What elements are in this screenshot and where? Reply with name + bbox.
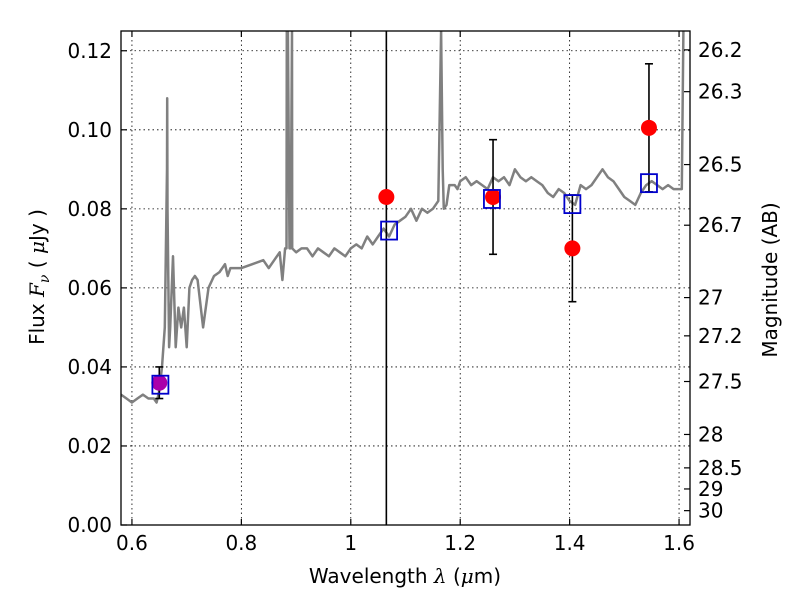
mag-tick-label: 27 <box>698 286 723 310</box>
x-axis-title: Wavelength λ (μm) <box>309 564 501 588</box>
y-tick-label: 0.00 <box>67 513 112 537</box>
model-band-squares <box>151 173 658 395</box>
model-spectrum-line <box>121 31 685 404</box>
observed-point <box>485 188 502 205</box>
axis-ticks <box>121 31 690 526</box>
mag-tick-label: 27.2 <box>698 324 743 348</box>
mag-tick-label: 28.5 <box>698 456 743 480</box>
model-band-square <box>380 220 398 241</box>
mag-tick-label: 26.3 <box>698 80 743 104</box>
observed-point <box>151 374 168 391</box>
y2-axis-title: Magnitude (AB) <box>758 202 782 357</box>
x-tick-label: 1 <box>344 531 357 555</box>
mag-tick-label: 26.5 <box>698 153 743 177</box>
y-tick-label: 0.02 <box>67 434 112 458</box>
axis-tick-labels: 0.6 0.8 1 1.2 1.4 1.6 0.00 0.02 0.04 0.06 0.08 0.10… <box>67 38 742 555</box>
mag-tick-label: 30 <box>698 499 723 523</box>
mag-tick-label: 28 <box>698 422 723 446</box>
x-tick-label: 0.6 <box>116 531 148 555</box>
plot-frame <box>120 30 691 526</box>
grid-lines <box>121 31 690 526</box>
x-tick-label: 1.6 <box>663 531 695 555</box>
y-axis-title: Flux Fν ( μJy ) <box>25 209 53 345</box>
y-tick-label: 0.04 <box>67 355 112 379</box>
y-tick-label: 0.08 <box>67 197 112 221</box>
model-band-square <box>640 173 658 194</box>
y-tick-label: 0.06 <box>67 276 112 300</box>
x-tick-label: 1.2 <box>444 531 476 555</box>
observed-point <box>564 240 581 257</box>
plot-content <box>121 31 685 525</box>
observed-points <box>151 119 657 391</box>
mag-tick-label: 29 <box>698 477 723 501</box>
model-band-square <box>151 374 170 395</box>
model-band-square <box>563 194 582 214</box>
mag-tick-label: 26.7 <box>698 213 743 237</box>
y-tick-label: 0.10 <box>67 118 112 142</box>
observed-point <box>640 119 657 136</box>
x-tick-label: 1.4 <box>554 531 586 555</box>
x-tick-label: 0.8 <box>225 531 257 555</box>
model-band-square <box>483 189 501 209</box>
error-bars <box>155 63 653 400</box>
mag-tick-label: 27.5 <box>698 370 743 394</box>
mag-tick-label: 26.2 <box>698 38 743 62</box>
y-tick-label: 0.12 <box>67 39 112 63</box>
observed-point <box>378 188 395 205</box>
